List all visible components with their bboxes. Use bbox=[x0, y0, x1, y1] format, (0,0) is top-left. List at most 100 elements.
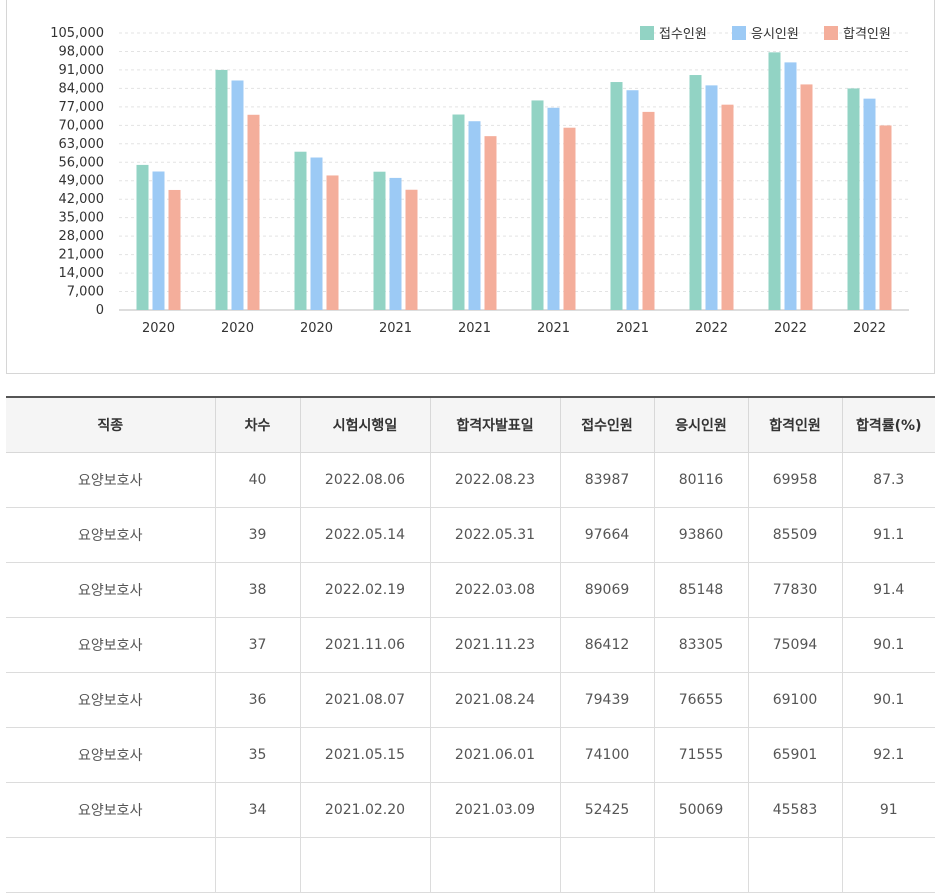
y-tick-label: 28,000 bbox=[59, 229, 105, 244]
bar bbox=[452, 114, 465, 310]
column-header: 직종 bbox=[6, 397, 216, 453]
legend-swatch bbox=[732, 26, 746, 40]
table-header-row: 직종 차수 시험시행일 합격자발표일 접수인원 응시인원 합격인원 합격률(%) bbox=[6, 397, 935, 453]
table-cell: 71555 bbox=[654, 727, 749, 783]
bar bbox=[152, 171, 165, 310]
chart-panel: 0 7,000 14,000 21,000 28,000 35,000 42,000 49,0… bbox=[6, 0, 935, 374]
table-cell: 83305 bbox=[654, 617, 749, 673]
y-tick-label: 0 bbox=[96, 303, 104, 318]
x-tick-label: 2022 bbox=[774, 321, 807, 336]
table-cell: 74100 bbox=[560, 727, 655, 783]
column-header: 접수인원 bbox=[560, 397, 655, 453]
table-cell: 2022.08.06 bbox=[300, 452, 431, 508]
table-body: 요양보호사 40 2022.08.06 2022.08.23 83987 80116 699… bbox=[6, 452, 935, 893]
table-cell: 85509 bbox=[748, 507, 843, 563]
table-row: 요양보호사 38 2022.02.19 2022.03.08 89069 85148 778… bbox=[6, 562, 935, 618]
y-tick-label: 77,000 bbox=[59, 100, 105, 115]
table-cell: 92.1 bbox=[842, 727, 935, 783]
legend-swatch bbox=[640, 26, 654, 40]
table-cell: 2022.05.14 bbox=[300, 507, 431, 563]
table-cell bbox=[842, 837, 935, 893]
x-tick-label: 2022 bbox=[695, 321, 728, 336]
bar bbox=[547, 107, 560, 310]
column-header: 합격률(%) bbox=[842, 397, 935, 453]
bar bbox=[405, 189, 418, 310]
table-cell: 93860 bbox=[654, 507, 749, 563]
column-header: 차수 bbox=[215, 397, 301, 453]
table-cell: 91.4 bbox=[842, 562, 935, 618]
table-cell: 77830 bbox=[748, 562, 843, 618]
x-tick-label: 2021 bbox=[379, 321, 412, 336]
column-header: 응시인원 bbox=[654, 397, 749, 453]
bar bbox=[563, 127, 576, 311]
table-cell: 요양보호사 bbox=[6, 507, 216, 563]
y-tick-label: 91,000 bbox=[59, 63, 105, 78]
table-cell: 83987 bbox=[560, 452, 655, 508]
legend-label: 합격인원 bbox=[843, 27, 891, 42]
table-cell: 요양보호사 bbox=[6, 727, 216, 783]
y-tick-label: 49,000 bbox=[59, 174, 105, 189]
x-tick-label: 2021 bbox=[537, 321, 570, 336]
table-cell: 90.1 bbox=[842, 617, 935, 673]
x-tick-label: 2021 bbox=[458, 321, 491, 336]
table-cell: 2021.11.06 bbox=[300, 617, 431, 673]
table-row: 요양보호사 35 2021.05.15 2021.06.01 74100 71555 659… bbox=[6, 727, 935, 783]
y-tick-label: 63,000 bbox=[59, 137, 105, 152]
table-cell bbox=[748, 837, 843, 893]
table-cell: 2021.08.24 bbox=[430, 672, 561, 728]
x-tick-label: 2021 bbox=[616, 321, 649, 336]
table-cell: 39 bbox=[215, 507, 301, 563]
table-row bbox=[6, 837, 935, 893]
table-cell: 2021.06.01 bbox=[430, 727, 561, 783]
table-cell: 37 bbox=[215, 617, 301, 673]
legend-swatch bbox=[824, 26, 838, 40]
bar bbox=[610, 82, 623, 310]
table-cell: 2022.03.08 bbox=[430, 562, 561, 618]
table-cell: 75094 bbox=[748, 617, 843, 673]
bar bbox=[215, 69, 228, 310]
table-cell bbox=[560, 837, 655, 893]
column-header: 합격자발표일 bbox=[430, 397, 561, 453]
table-cell: 34 bbox=[215, 782, 301, 838]
bar bbox=[468, 121, 481, 310]
table-cell: 91 bbox=[842, 782, 935, 838]
bar bbox=[326, 175, 339, 310]
table-cell: 요양보호사 bbox=[6, 672, 216, 728]
table-cell bbox=[6, 837, 216, 893]
bar bbox=[689, 75, 702, 310]
table-cell: 45583 bbox=[748, 782, 843, 838]
table-cell: 2022.05.31 bbox=[430, 507, 561, 563]
table-row: 요양보호사 40 2022.08.06 2022.08.23 83987 80116 699… bbox=[6, 452, 935, 508]
x-tick-label: 2020 bbox=[300, 321, 333, 336]
bar bbox=[531, 100, 544, 311]
bar bbox=[800, 84, 813, 310]
y-tick-label: 42,000 bbox=[59, 192, 105, 207]
bar bbox=[626, 90, 639, 310]
table-row: 요양보호사 34 2021.02.20 2021.03.09 52425 50069 455… bbox=[6, 782, 935, 838]
table-cell: 90.1 bbox=[842, 672, 935, 728]
table-cell: 36 bbox=[215, 672, 301, 728]
table-cell: 85148 bbox=[654, 562, 749, 618]
bar bbox=[136, 164, 149, 310]
bar bbox=[310, 157, 323, 310]
table-cell: 65901 bbox=[748, 727, 843, 783]
column-header: 시험시행일 bbox=[300, 397, 431, 453]
bar bbox=[784, 62, 797, 310]
y-tick-label: 98,000 bbox=[59, 44, 105, 59]
table-cell: 2021.08.07 bbox=[300, 672, 431, 728]
table-cell: 2021.02.20 bbox=[300, 782, 431, 838]
table-cell: 40 bbox=[215, 452, 301, 508]
x-tick-label: 2020 bbox=[142, 321, 175, 336]
table-cell: 86412 bbox=[560, 617, 655, 673]
table-cell: 87.3 bbox=[842, 452, 935, 508]
y-tick-label: 21,000 bbox=[59, 248, 105, 263]
table-row: 요양보호사 37 2021.11.06 2021.11.23 86412 83305 750… bbox=[6, 617, 935, 673]
table-cell: 2022.08.23 bbox=[430, 452, 561, 508]
table-cell: 69958 bbox=[748, 452, 843, 508]
bar bbox=[484, 136, 497, 310]
table-cell: 요양보호사 bbox=[6, 782, 216, 838]
table-cell: 35 bbox=[215, 727, 301, 783]
table-cell: 요양보호사 bbox=[6, 617, 216, 673]
table-cell: 76655 bbox=[654, 672, 749, 728]
bar bbox=[231, 80, 244, 310]
